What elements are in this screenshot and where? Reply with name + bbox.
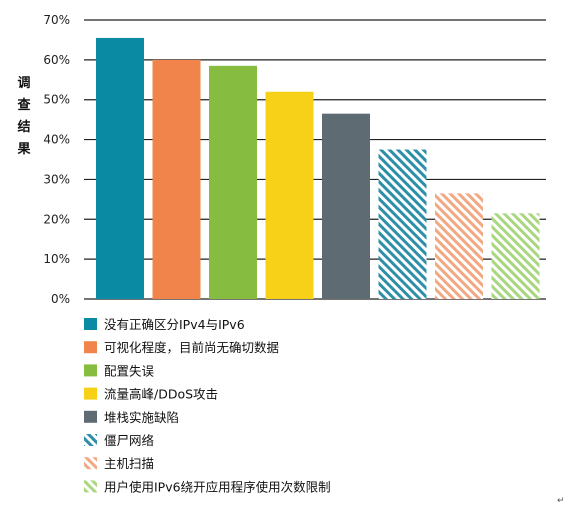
legend-label: 僵尸网络 [104, 433, 155, 448]
legend-label: 用户使用IPv6绕开应用程序使用次数限制 [104, 479, 331, 494]
bar [322, 113, 370, 300]
bar [209, 65, 257, 299]
y-tick-label: 20% [43, 212, 70, 226]
y-tick-label: 40% [43, 133, 70, 147]
bar [491, 213, 540, 299]
y-tick-label: 0% [51, 292, 70, 306]
bar [152, 59, 201, 299]
legend-swatch [84, 341, 97, 354]
legend-swatch [84, 318, 97, 330]
y-axis-label-char: 结 [17, 119, 30, 135]
y-tick-label: 70% [43, 13, 70, 27]
y-tick-label: 10% [43, 252, 70, 266]
bar [378, 149, 427, 299]
legend-swatch [84, 364, 97, 377]
bars [96, 37, 540, 300]
y-tick-label: 50% [43, 93, 70, 107]
y-axis-label-char: 调 [17, 76, 30, 91]
legend-swatch [84, 387, 97, 400]
corner-mark: ↵ [557, 496, 565, 506]
legend-label: 主机扫描 [104, 456, 154, 471]
y-tick-label: 60% [43, 53, 70, 67]
legend-label: 配置失误 [104, 363, 155, 378]
legend-swatch [84, 480, 97, 493]
legend-label: 堆栈实施缺陷 [104, 410, 179, 425]
y-axis-label-char: 果 [16, 142, 30, 157]
legend: 没有正确区分IPv4与IPv6 可视化程度，目前尚无确切数据配置失误流量高峰/DD… [84, 317, 331, 494]
legend-swatch [84, 457, 97, 470]
bar [265, 91, 314, 299]
legend-label: 流量高峰/DDoS攻击 [104, 387, 218, 402]
legend-swatch [84, 410, 97, 423]
bar [96, 37, 144, 299]
y-tick-labels: 0% 10% 20% 30% 40% 50% 60% 70% [43, 13, 70, 306]
legend-swatch [84, 434, 97, 446]
legend-label: 可视化程度，目前尚无确切数据 [104, 340, 279, 355]
legend-label: 没有正确区分IPv4与IPv6 [104, 317, 245, 332]
bar [435, 193, 483, 299]
y-tick-label: 30% [43, 172, 70, 186]
y-axis-label-char: 查 [16, 97, 31, 113]
